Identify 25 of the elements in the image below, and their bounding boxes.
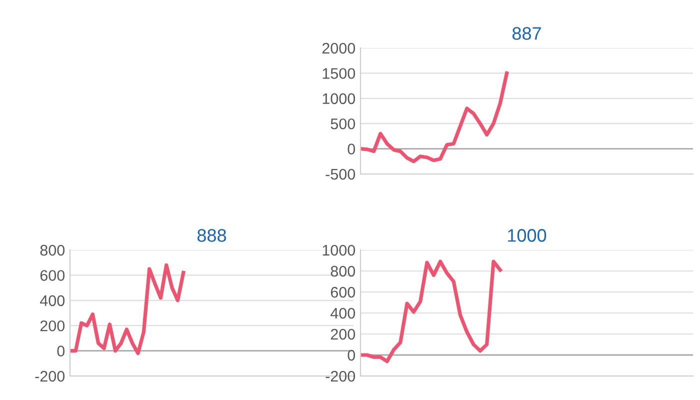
y-tick-label: 500 [330,118,356,130]
y-tick-label: 1000 [322,93,356,104]
y-tick-label: 600 [40,270,65,281]
y-tick-label: 0 [348,144,356,154]
y-tick-label: 400 [330,308,356,319]
y-tick-label: 600 [330,286,356,298]
y-tick-label: -200 [35,370,65,382]
chart-title: 1000 [508,229,546,242]
line-series [360,71,509,164]
y-tick-label: 0 [57,346,65,356]
y-tick-label: 800 [330,266,356,277]
line-series [70,263,186,356]
y-tick-label: 1500 [322,68,356,79]
y-tick-label: -200 [326,370,356,382]
y-tick-label: 200 [330,328,356,340]
chart-title: 888 [197,229,226,242]
y-tick-label: 0 [348,350,356,361]
line-series [360,260,502,364]
y-tick-label: 200 [40,320,65,332]
y-tick-label: -500 [326,168,356,180]
y-tick-label: 2000 [322,42,356,54]
chart-title: 887 [512,27,541,40]
y-tick-label: 400 [40,295,65,306]
y-tick-label: 1000 [322,244,356,256]
y-tick-label: 800 [40,244,65,256]
